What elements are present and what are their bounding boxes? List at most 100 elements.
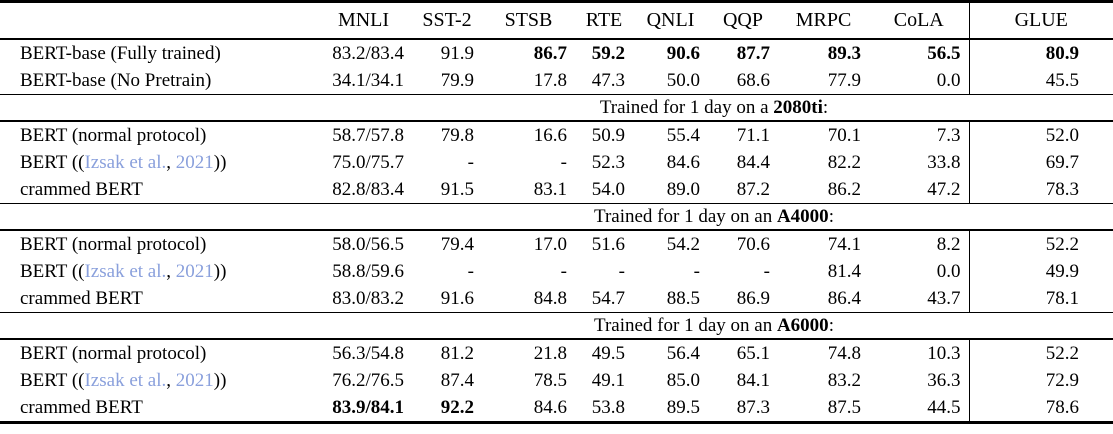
score-cell-mrpc: 81.4 <box>827 260 861 282</box>
score-cell-rte: 54.7 <box>591 287 625 309</box>
score-cell-cola: 10.3 <box>927 342 961 364</box>
column-header-mrpc: MRPC <box>778 1 869 40</box>
score-cell-cola: 0.0 <box>936 69 961 91</box>
score-cell-sst-2: - <box>467 260 474 282</box>
score-cell-mnli: 75.0/75.7 <box>332 151 404 173</box>
score-cell-sst-2: 91.6 <box>440 287 474 309</box>
model-label: BERT (normal protocol) <box>0 339 315 367</box>
score-cell-qnli: 84.6 <box>666 151 700 173</box>
table-row: crammed BERT 83.0/83.2 91.6 84.8 54.7 88.5 86.… <box>0 285 1113 313</box>
column-header-cola: CoLA <box>869 1 969 40</box>
score-cell-rte: 53.8 <box>591 396 625 418</box>
score-cell-stsb: 16.6 <box>533 124 567 146</box>
score-cell-sst-2: 79.8 <box>440 124 474 146</box>
citation-link[interactable]: Izsak et al. <box>84 260 167 282</box>
score-cell-mrpc: 77.9 <box>827 69 861 91</box>
model-label: BERT-base (Fully trained) <box>0 39 315 67</box>
score-cell-qqp: 65.1 <box>736 342 770 364</box>
section-title-text: Trained for 1 day on an <box>594 314 777 336</box>
score-cell-qqp: 87.3 <box>736 396 770 418</box>
score-cell-qnli: 54.2 <box>666 233 700 255</box>
citation-link[interactable]: Izsak et al. <box>84 151 167 173</box>
score-cell-sst-2: 91.9 <box>440 42 474 64</box>
score-cell-qnli: 55.4 <box>666 124 700 146</box>
score-cell-cola: 8.2 <box>936 233 961 255</box>
column-header-stsb: STSB <box>482 1 575 40</box>
model-label-text: BERT (( <box>20 151 85 173</box>
model-label-text: )) <box>213 369 227 391</box>
citation-link[interactable]: 2021 <box>175 260 214 282</box>
section-gpu-name: A4000 <box>776 205 829 227</box>
score-cell-cola: 36.3 <box>927 369 961 391</box>
score-cell-qqp: 84.4 <box>736 151 770 173</box>
model-label-text: , <box>166 260 176 282</box>
model-label: crammed BERT <box>0 285 315 313</box>
section-title-text: : <box>828 205 834 227</box>
score-cell-stsb: 83.1 <box>533 178 567 200</box>
table-row: BERT (normal protocol) 56.3/54.8 81.2 21.8 4… <box>0 339 1113 367</box>
score-cell-qqp: - <box>763 260 770 282</box>
score-cell-qqp: 84.1 <box>736 369 770 391</box>
model-label-text: BERT (( <box>20 260 85 282</box>
section-title-spacer <box>0 94 315 122</box>
section-title-spacer <box>0 312 315 340</box>
score-cell-glue: 78.1 <box>968 285 1113 313</box>
score-cell-mrpc: 70.1 <box>827 124 861 146</box>
score-cell-stsb: 84.8 <box>533 287 567 309</box>
model-label-text: BERT (( <box>20 369 85 391</box>
score-cell-glue: 78.3 <box>968 176 1113 204</box>
score-cell-stsb: 21.8 <box>533 342 567 364</box>
score-cell-stsb: 17.0 <box>533 233 567 255</box>
score-cell-mnli: 58.8/59.6 <box>332 260 404 282</box>
score-cell-sst-2: 79.4 <box>440 233 474 255</box>
score-cell-mrpc: 89.3 <box>827 42 861 64</box>
model-label: BERT ((Izsak et al., 2021)) <box>0 367 315 394</box>
score-cell-glue: 69.7 <box>968 149 1113 176</box>
column-header-glue: GLUE <box>968 1 1113 40</box>
score-cell-cola: 47.2 <box>927 178 961 200</box>
section-title-row: Trained for 1 day on a 2080ti: <box>0 94 1113 122</box>
score-cell-mnli: 83.9/84.1 <box>332 396 404 418</box>
model-label: BERT (normal protocol) <box>0 121 315 149</box>
model-label: BERT ((Izsak et al., 2021)) <box>0 258 315 285</box>
score-cell-sst-2: 91.5 <box>440 178 474 200</box>
section-gpu-name: 2080ti <box>773 96 823 118</box>
score-cell-qnli: 89.0 <box>666 178 700 200</box>
score-cell-mnli: 83.0/83.2 <box>332 287 404 309</box>
score-cell-cola: 56.5 <box>927 42 961 64</box>
model-label: BERT ((Izsak et al., 2021)) <box>0 149 315 176</box>
score-cell-stsb: 86.7 <box>533 42 567 64</box>
score-cell-sst-2: - <box>467 151 474 173</box>
citation-link[interactable]: 2021 <box>175 369 214 391</box>
table-row: BERT-base (Fully trained) 83.2/83.4 91.9 86… <box>0 39 1113 67</box>
score-cell-qnli: 89.5 <box>666 396 700 418</box>
column-header-qnli: QNLI <box>633 1 708 40</box>
model-label-text: BERT-base (Fully trained) <box>20 42 221 64</box>
score-cell-mnli: 58.7/57.8 <box>332 124 404 146</box>
score-cell-cola: 7.3 <box>936 124 961 146</box>
score-cell-glue: 49.9 <box>968 258 1113 285</box>
section-title: Trained for 1 day on an A6000: <box>315 312 1113 340</box>
model-label-text: , <box>166 369 176 391</box>
model-label-text: BERT (normal protocol) <box>20 342 207 364</box>
score-cell-mnli: 82.8/83.4 <box>332 178 404 200</box>
citation-link[interactable]: 2021 <box>175 151 214 173</box>
score-cell-mnli: 58.0/56.5 <box>332 233 404 255</box>
score-cell-qqp: 70.6 <box>736 233 770 255</box>
score-cell-rte: - <box>618 260 625 282</box>
score-cell-qqp: 87.7 <box>736 42 770 64</box>
section-title: Trained for 1 day on an A4000: <box>315 203 1113 231</box>
glue-results-table: MNLI SST-2 STSB RTE QNLI QQP MRPC CoLA GLUE BERT… <box>0 0 1113 424</box>
score-cell-rte: 50.9 <box>591 124 625 146</box>
score-cell-mnli: 56.3/54.8 <box>332 342 404 364</box>
model-label-text: , <box>166 151 176 173</box>
score-cell-mrpc: 82.2 <box>827 151 861 173</box>
table-row: BERT ((Izsak et al., 2021)) 58.8/59.6 - - - -… <box>0 258 1113 285</box>
citation-link[interactable]: Izsak et al. <box>84 369 167 391</box>
score-cell-qqp: 71.1 <box>736 124 770 146</box>
score-cell-mrpc: 87.5 <box>827 396 861 418</box>
model-label-text: BERT (normal protocol) <box>20 233 207 255</box>
score-cell-sst-2: 81.2 <box>440 342 474 364</box>
column-header-rte: RTE <box>575 1 633 40</box>
